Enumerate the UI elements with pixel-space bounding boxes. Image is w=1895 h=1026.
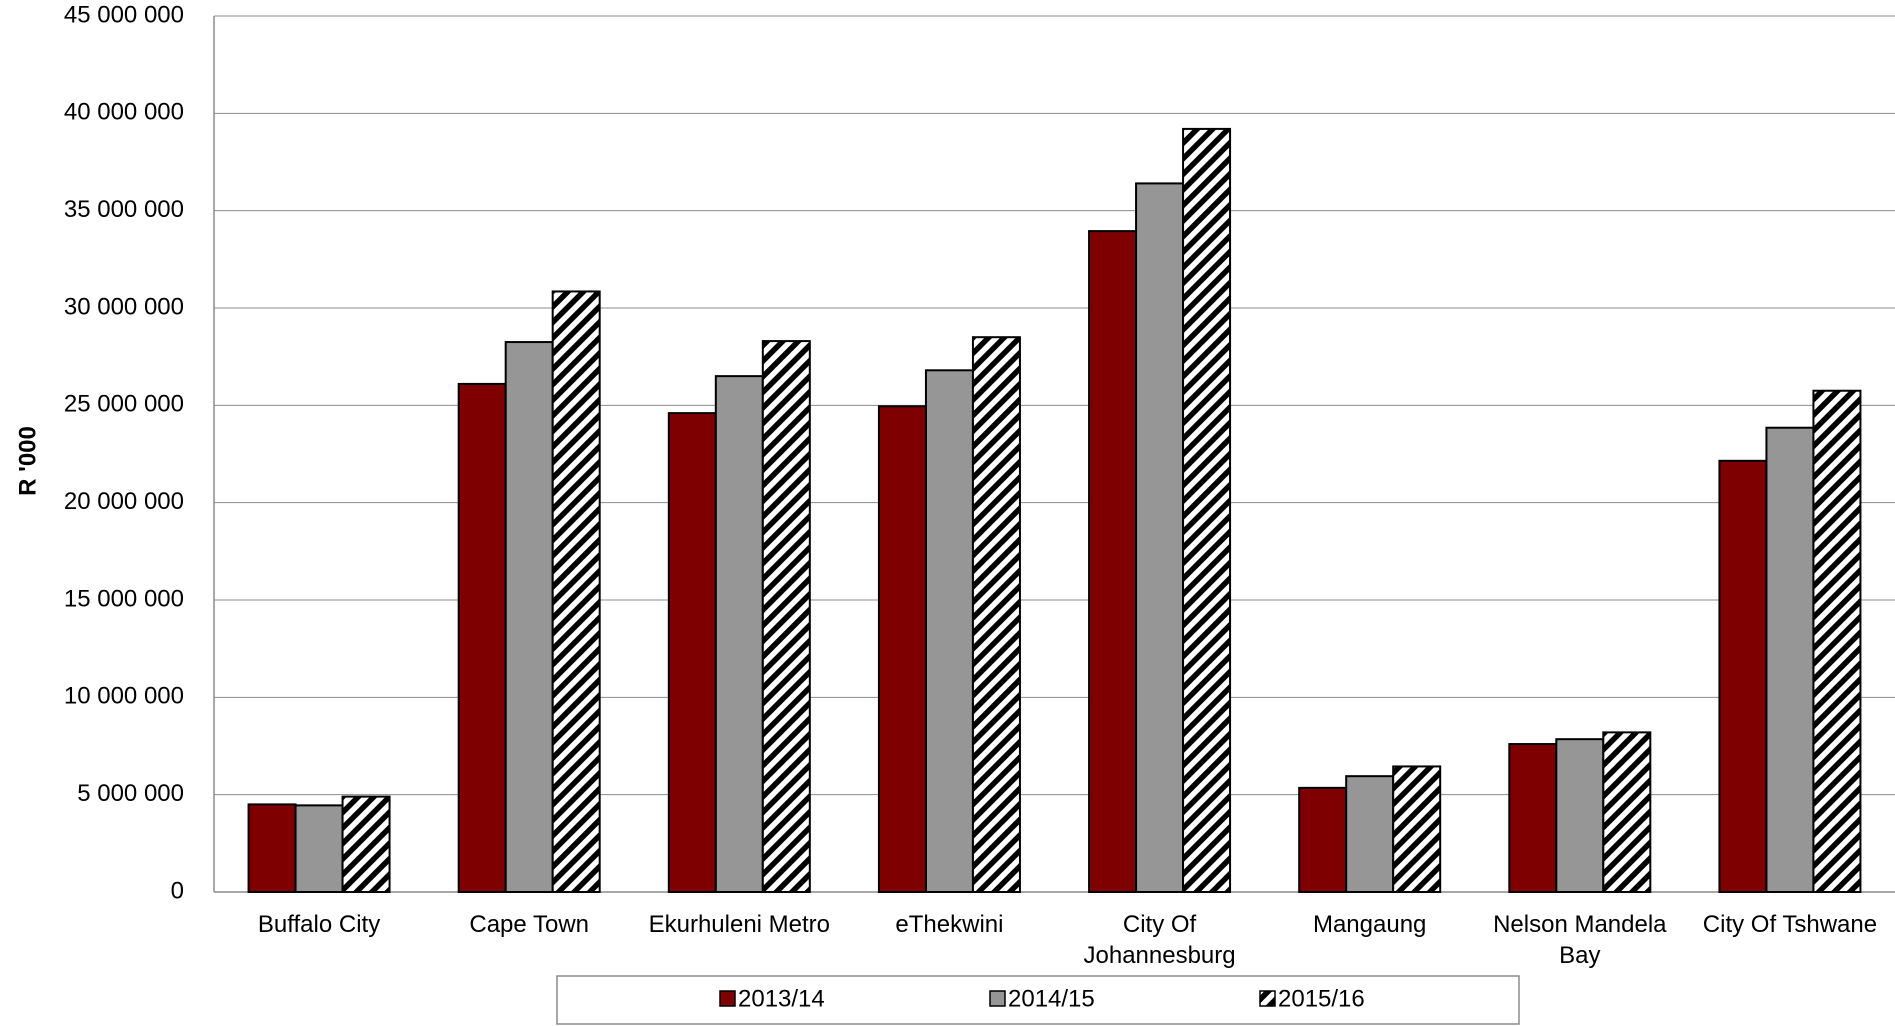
bar-2014-15 bbox=[1765, 426, 1815, 893]
legend-swatch bbox=[1259, 990, 1276, 1007]
y-tick-label: 5 000 000 bbox=[77, 780, 184, 807]
y-tick-label: 25 000 000 bbox=[64, 391, 184, 418]
bar-2015-16 bbox=[971, 336, 1021, 893]
x-category-label: Mangaung bbox=[1313, 911, 1426, 938]
y-tick-label: 15 000 000 bbox=[64, 585, 184, 612]
y-tick-label: 35 000 000 bbox=[64, 196, 184, 223]
bar-2013-14 bbox=[877, 405, 927, 893]
legend-label: 2014/15 bbox=[1008, 985, 1095, 1012]
y-tick-label: 0 bbox=[171, 877, 184, 904]
bar-2015-16 bbox=[341, 795, 391, 894]
legend-label: 2013/14 bbox=[738, 985, 825, 1012]
legend-swatch bbox=[719, 990, 736, 1007]
bar-2014-15 bbox=[504, 341, 554, 894]
bar-2015-16 bbox=[1602, 731, 1652, 894]
bar-2013-14 bbox=[247, 803, 297, 894]
y-axis-title: R '000 bbox=[14, 426, 41, 496]
legend-box bbox=[556, 975, 1520, 1025]
bar-2014-15 bbox=[924, 369, 974, 893]
bar-2014-15 bbox=[1345, 775, 1395, 894]
y-tick-label: 20 000 000 bbox=[64, 488, 184, 515]
bar-2014-15 bbox=[1135, 182, 1185, 893]
legend-swatch bbox=[989, 990, 1006, 1007]
y-tick-label: 45 000 000 bbox=[64, 1, 184, 28]
y-tick-label: 30 000 000 bbox=[64, 293, 184, 320]
x-category-label: Cape Town bbox=[469, 911, 589, 938]
bar-2013-14 bbox=[667, 412, 717, 893]
x-category-label: Bay bbox=[1559, 942, 1600, 969]
bar-2014-15 bbox=[1555, 738, 1605, 893]
legend: 2013/14 2014/15 2015/16 bbox=[556, 975, 1520, 1025]
bar-2013-14 bbox=[1298, 786, 1348, 893]
bar-2014-15 bbox=[294, 804, 344, 894]
bar-2013-14 bbox=[1088, 230, 1138, 893]
x-category-label: City Of bbox=[1123, 911, 1197, 938]
bar-2015-16 bbox=[1812, 389, 1862, 893]
x-category-label: City Of Tshwane bbox=[1703, 911, 1877, 938]
y-tick-label: 40 000 000 bbox=[64, 99, 184, 126]
x-axis-labels: Buffalo City Cape Town Ekurhuleni Metro eTh… bbox=[258, 911, 1877, 969]
x-category-label: Ekurhuleni Metro bbox=[649, 911, 830, 938]
x-category-label: Johannesburg bbox=[1084, 942, 1236, 969]
bar-2015-16 bbox=[551, 290, 601, 894]
x-category-label: Buffalo City bbox=[258, 911, 380, 938]
bar-2013-14 bbox=[1718, 459, 1768, 893]
bar-2015-16 bbox=[1392, 765, 1442, 893]
bar-2013-14 bbox=[1508, 743, 1558, 894]
bar-2013-14 bbox=[457, 382, 507, 893]
legend-label: 2015/16 bbox=[1278, 985, 1365, 1012]
bar-2014-15 bbox=[714, 375, 764, 893]
x-category-label: eThekwini bbox=[895, 911, 1003, 938]
bar-2015-16 bbox=[1182, 127, 1232, 893]
y-axis-ticks: 0 5 000 000 10 000 000 15 000 000 20 000 000… bbox=[64, 1, 184, 904]
bars bbox=[247, 127, 1862, 894]
bar-2015-16 bbox=[761, 340, 811, 893]
x-category-label: Nelson Mandela bbox=[1493, 911, 1667, 938]
y-tick-label: 10 000 000 bbox=[64, 683, 184, 710]
